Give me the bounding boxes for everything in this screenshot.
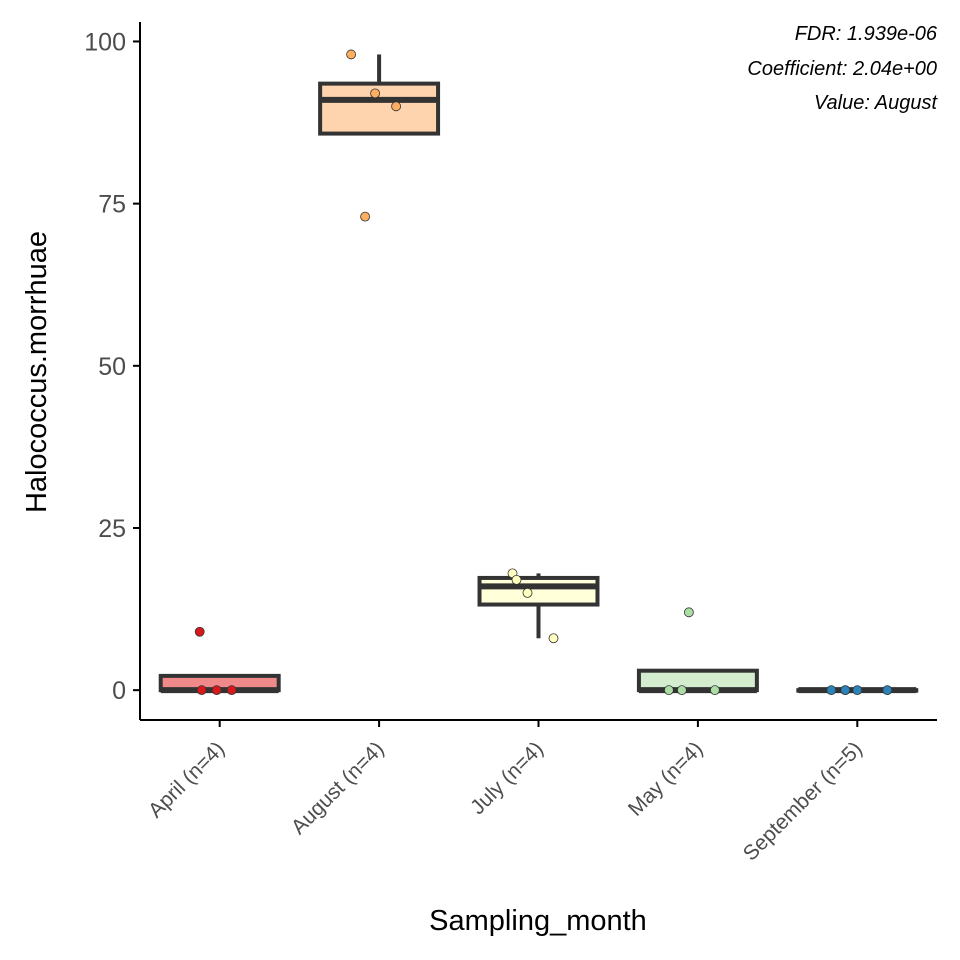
annotation-coefficient: Coefficient: 2.04e+00: [747, 58, 937, 80]
x-tick-label: July (n=4): [466, 737, 548, 819]
data-point: [684, 607, 694, 618]
annotation-value: Value: August: [814, 92, 938, 114]
y-tick-label: 50: [98, 353, 126, 381]
annotation-fdr: FDR: 1.939e-06: [795, 23, 938, 45]
x-tick-label: August (n=4): [287, 737, 389, 839]
data-point: [522, 587, 533, 598]
data-point: [826, 685, 837, 696]
y-ticks: 0 25 50 75 100: [84, 28, 140, 705]
box-body: [477, 575, 600, 607]
data-point: [194, 626, 205, 637]
data-point: [511, 574, 522, 585]
y-tick-label: 100: [84, 28, 126, 56]
data-point: [196, 685, 207, 696]
data-point: [346, 49, 357, 60]
boxes-layer: [158, 54, 919, 694]
box-2: [477, 573, 600, 639]
data-point: [840, 685, 851, 696]
data-point: [882, 685, 893, 696]
y-axis-title: Halococcus.morrhuae: [21, 231, 53, 513]
data-point: [360, 211, 371, 222]
data-point: [852, 685, 863, 696]
x-axis-title: Sampling_month: [429, 905, 647, 937]
points-layer: [194, 49, 893, 696]
y-tick-label: 25: [98, 515, 126, 543]
data-point: [677, 685, 687, 696]
annotations: FDR: 1.939e-06 Coefficient: 2.04e+00 Val…: [747, 23, 938, 114]
data-point: [391, 101, 402, 112]
data-point: [548, 633, 559, 644]
data-point: [211, 685, 222, 696]
box-3: [636, 668, 759, 694]
x-ticks: April (n=4) August (n=4) July (n=4) May (n=…: [144, 720, 867, 865]
data-point: [226, 685, 237, 696]
y-tick-label: 0: [112, 677, 126, 705]
data-point: [664, 685, 674, 696]
x-tick-label: April (n=4): [144, 737, 229, 822]
x-tick-label: September (n=5): [739, 737, 867, 865]
data-point: [370, 88, 381, 99]
data-point: [710, 685, 720, 696]
x-tick-label: May (n=4): [624, 737, 708, 821]
y-tick-label: 75: [98, 191, 126, 219]
